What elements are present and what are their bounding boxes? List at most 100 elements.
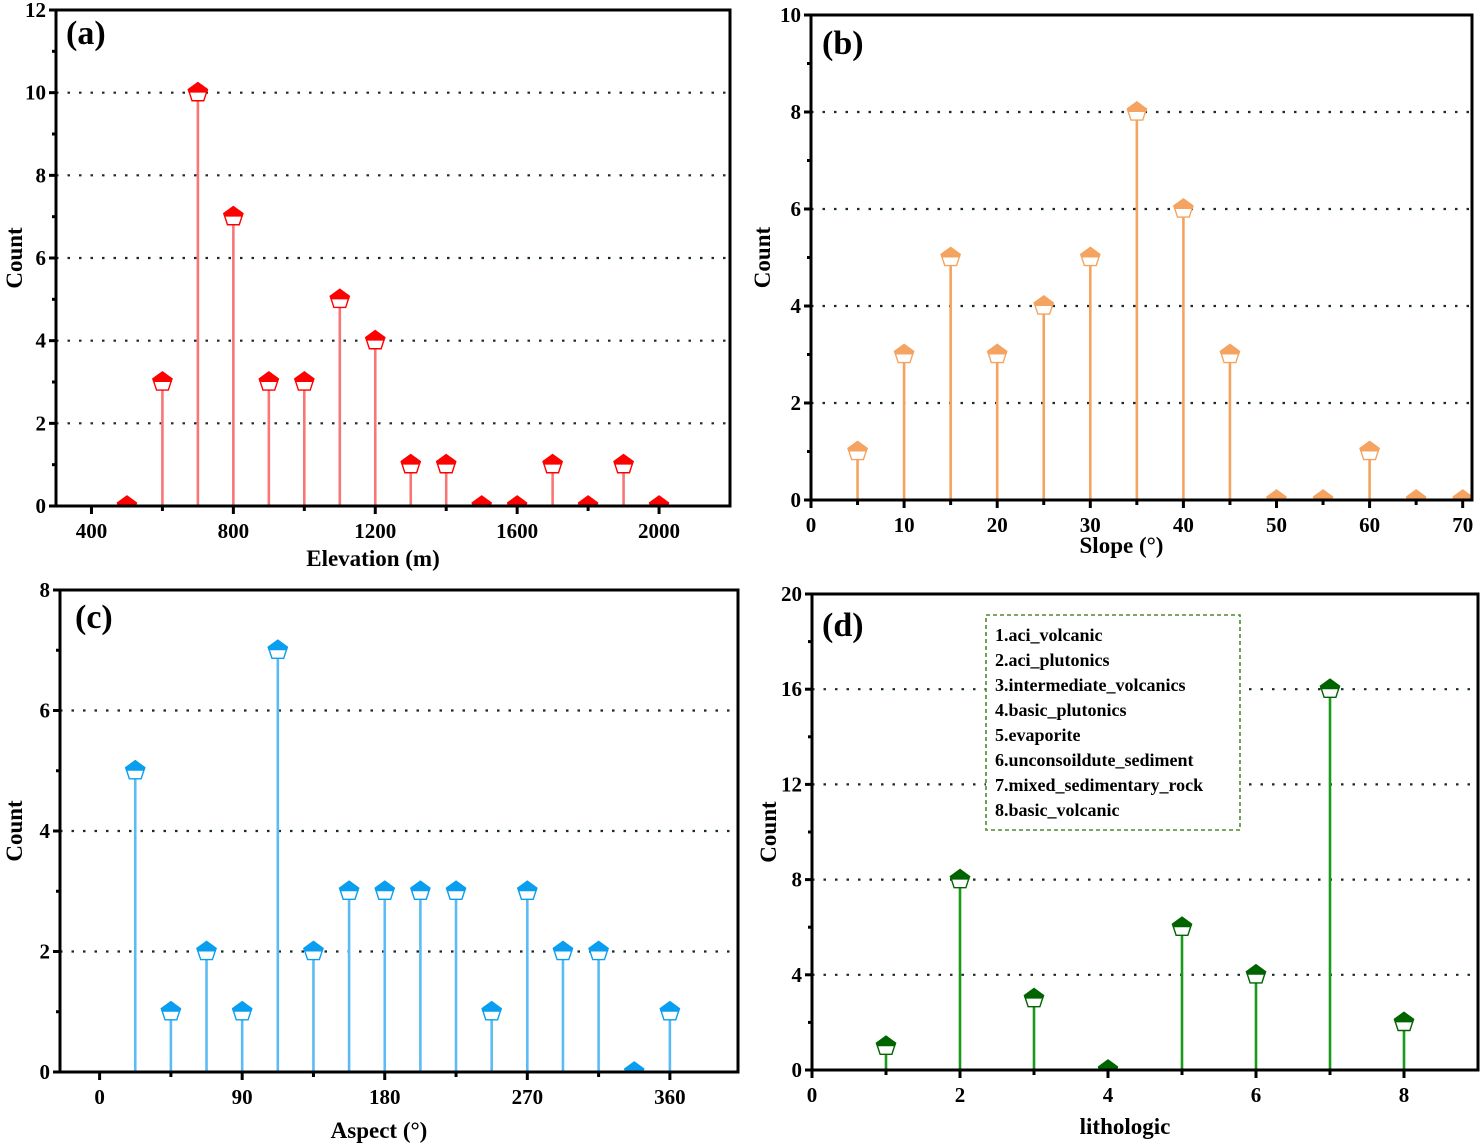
marker-fill	[374, 880, 396, 892]
x-tick-label: 20	[987, 513, 1008, 537]
stem-marker	[516, 880, 538, 901]
x-tick-label: 90	[232, 1085, 253, 1109]
stem-marker	[1171, 916, 1193, 936]
stems	[124, 639, 681, 1072]
marker-fill	[613, 453, 634, 465]
stem-marker	[506, 495, 528, 506]
y-tick-label: 6	[36, 246, 47, 270]
panel-label: (d)	[822, 607, 864, 644]
y-tick-label: 2	[791, 391, 802, 415]
marker-fill	[267, 639, 289, 651]
panel-label: (b)	[822, 25, 864, 62]
marker-fill	[893, 343, 915, 355]
marker-fill	[293, 371, 315, 382]
y-tick-label: 2	[36, 411, 47, 435]
stem-marker	[329, 288, 351, 309]
stem-marker	[116, 495, 138, 506]
marker-fill	[124, 759, 146, 771]
x-tick-label: 6	[1251, 1083, 1262, 1107]
marker-fill	[506, 495, 528, 506]
marker-fill	[223, 205, 244, 217]
y-tick-label: 16	[781, 677, 802, 701]
marker-fill	[258, 371, 280, 382]
marker-fill	[940, 246, 961, 258]
y-tick-label: 8	[36, 163, 47, 187]
x-axis-title: lithologic	[1080, 1114, 1171, 1139]
y-axis-ticks: 0 4 8 12 16 20	[781, 582, 812, 1082]
panel-a-elevation: 0 2 4 6 8 10 12 400 800 1200 1600 2000 (a) Elevati…	[2, 0, 732, 571]
stem-marker	[267, 639, 289, 660]
panel-label: (c)	[75, 599, 113, 636]
x-axis-ticks: 400 800 1200 1600 2000	[76, 506, 680, 543]
y-axis-ticks: 0 2 4 6 8 10 12	[25, 0, 56, 518]
stem-marker	[577, 495, 599, 506]
y-axis-title: Count	[2, 227, 27, 289]
stem-marker	[623, 1061, 645, 1072]
stems	[875, 678, 1415, 1070]
stems	[116, 81, 670, 506]
y-tick-label: 8	[791, 100, 802, 124]
marker-fill	[410, 880, 431, 892]
marker-fill	[1173, 198, 1194, 209]
marker-fill	[1359, 440, 1380, 452]
x-tick-label: 360	[654, 1085, 686, 1109]
y-axis-ticks: 0 2 4 6 8 10	[780, 3, 811, 512]
y-tick-label: 4	[792, 963, 803, 987]
y-tick-label: 6	[791, 197, 802, 221]
stem-marker	[400, 453, 422, 474]
x-tick-label: 800	[218, 519, 250, 543]
marker-fill	[435, 453, 457, 465]
marker-fill	[445, 880, 467, 892]
stem-marker	[338, 880, 360, 901]
stem-marker	[1079, 246, 1101, 267]
y-tick-label: 4	[791, 294, 802, 318]
legend: 1.aci_volcanic 2.aci_plutonics 3.interme…	[985, 614, 1241, 831]
x-tick-label: 180	[369, 1085, 401, 1109]
legend-entry: 7.mixed_sedimentary_rock	[995, 775, 1203, 795]
y-tick-label: 4	[40, 819, 51, 843]
marker-fill	[1219, 343, 1241, 355]
marker-fill	[588, 940, 609, 952]
marker-fill	[542, 453, 563, 465]
marker-fill	[196, 940, 217, 952]
x-tick-label: 0	[806, 513, 817, 537]
stem-marker	[293, 371, 315, 391]
y-axis-title: Count	[756, 801, 781, 863]
y-tick-label: 4	[36, 329, 47, 353]
stem-marker	[364, 329, 386, 350]
marker-fill	[1393, 1011, 1415, 1023]
stem-marker	[445, 880, 467, 901]
stem-marker	[435, 453, 457, 474]
x-axis-ticks: 0 90 180 270 360	[94, 1072, 686, 1109]
x-tick-label: 1200	[354, 519, 396, 543]
y-tick-label: 6	[40, 699, 51, 723]
stem-marker	[1405, 489, 1427, 500]
x-axis-title: Elevation (m)	[306, 546, 440, 571]
legend-entry: 8.basic_volcanic	[995, 800, 1120, 820]
y-axis-ticks: 0 2 4 6 8	[40, 578, 60, 1084]
stem-marker	[1393, 1011, 1415, 1032]
marker-fill	[552, 940, 574, 952]
x-tick-label: 60	[1359, 513, 1380, 537]
stem-marker	[542, 453, 563, 474]
legend-entry: 4.basic_plutonics	[995, 700, 1127, 720]
marker-fill	[1126, 101, 1148, 112]
marker-fill	[659, 1000, 681, 1012]
marker-fill	[847, 440, 868, 452]
y-axis-title: Count	[750, 226, 775, 288]
stem-marker	[187, 81, 209, 102]
legend-entry: 5.evaporite	[995, 725, 1080, 745]
stem-marker	[1219, 343, 1241, 364]
marker-fill	[1097, 1059, 1119, 1070]
stem-marker	[1033, 295, 1055, 315]
y-tick-label: 8	[792, 868, 803, 892]
stem-marker	[152, 371, 173, 391]
y-tick-label: 12	[781, 772, 802, 796]
y-tick-label: 10	[25, 81, 46, 105]
grid-lines	[56, 91, 730, 425]
legend-entry: 1.aci_volcanic	[995, 625, 1102, 645]
marker-fill	[116, 495, 138, 506]
marker-fill	[949, 868, 971, 880]
y-tick-label: 0	[792, 1058, 803, 1082]
